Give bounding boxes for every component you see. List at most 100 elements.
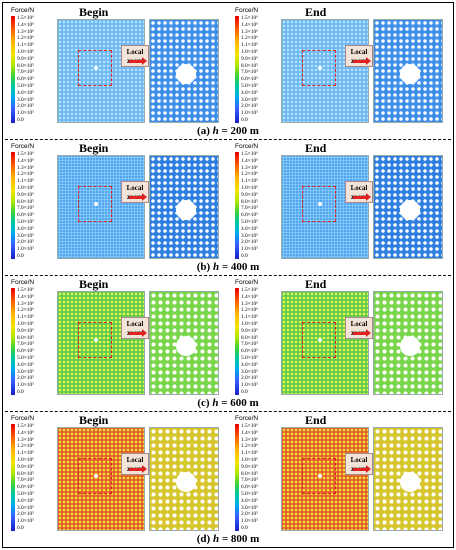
legend-tick: 2.0×10⁵ bbox=[241, 239, 259, 246]
legend-tick: 1.0×10⁶ bbox=[17, 49, 35, 55]
legend-tick: 1.1×10⁶ bbox=[241, 314, 259, 321]
legend-tick: 1.0×10⁵ bbox=[17, 246, 35, 253]
legend-tick: 4.0×10⁵ bbox=[17, 225, 35, 232]
legend-tick: 6.0×10⁵ bbox=[17, 76, 35, 83]
legend-tick: 3.0×10⁵ bbox=[17, 232, 35, 239]
legend-tick: 7.0×10⁵ bbox=[17, 69, 35, 76]
legend-tick: 1.2×10⁶ bbox=[241, 171, 259, 178]
legend-tick: 1.0×10⁵ bbox=[241, 382, 259, 389]
begin-half: Force/N 1.5×10⁶ 1.4×10⁶ 1.3×10⁶ 1.2×10⁶ 1.1×1… bbox=[3, 413, 229, 531]
legend-tick: 1.0×10⁶ bbox=[17, 185, 35, 191]
tunnel-hole-zoomed bbox=[400, 64, 420, 84]
legend-tick: 2.0×10⁵ bbox=[17, 239, 35, 246]
tunnel-hole-zoomed bbox=[400, 472, 420, 492]
legend-tick: 4.0×10⁵ bbox=[17, 361, 35, 368]
legend-tick: 5.0×10⁵ bbox=[241, 355, 259, 361]
legend-tick: 4.0×10⁵ bbox=[241, 225, 259, 232]
tunnel-hole bbox=[318, 66, 322, 70]
legend-tick: 1.0×10⁶ bbox=[241, 457, 259, 463]
legend-tick: 6.0×10⁵ bbox=[17, 212, 35, 219]
begin-title: Begin bbox=[79, 141, 109, 155]
caption-value: = 400 m bbox=[219, 261, 260, 273]
legend-tick: 9.0×10⁵ bbox=[17, 55, 35, 62]
legend-tick: 9.0×10⁵ bbox=[241, 55, 259, 62]
panel-caption: (c) h = 600 m bbox=[3, 397, 453, 409]
force-legend: Force/N 1.5×10⁶ 1.4×10⁶ 1.3×10⁶ 1.2×10⁶ 1.1×1… bbox=[231, 143, 281, 263]
callout-line1: Local bbox=[350, 320, 368, 328]
legend-tick: 3.0×10⁵ bbox=[241, 368, 259, 375]
tunnel-hole bbox=[94, 66, 98, 70]
legend-tick: 1.5×10⁶ bbox=[241, 423, 259, 429]
tunnel-hole-zoomed bbox=[400, 336, 420, 356]
tunnel-hole-zoomed bbox=[176, 472, 196, 492]
legend-tick: 8.0×10⁵ bbox=[17, 62, 35, 69]
legend-tick: 1.4×10⁶ bbox=[17, 21, 35, 28]
legend-tick: 2.0×10⁵ bbox=[241, 511, 259, 518]
legend-tick: 4.0×10⁵ bbox=[17, 89, 35, 96]
force-chain-domain bbox=[281, 291, 369, 395]
legend-tick: 9.0×10⁵ bbox=[241, 191, 259, 198]
caption-prefix: (b) bbox=[196, 261, 213, 273]
zoomed-force-chain bbox=[373, 291, 443, 395]
legend-tick: 1.0×10⁵ bbox=[241, 518, 259, 525]
zoomed-force-chain bbox=[373, 19, 443, 123]
legend-tick: 1.5×10⁶ bbox=[241, 15, 259, 21]
legend-tick: 6.0×10⁵ bbox=[17, 348, 35, 355]
legend-tick: 5.0×10⁵ bbox=[17, 491, 35, 497]
force-legend: Force/N 1.5×10⁶ 1.4×10⁶ 1.3×10⁶ 1.2×10⁶ 1.1×1… bbox=[7, 143, 57, 263]
tunnel-hole bbox=[318, 202, 322, 206]
legend-tick: 6.0×10⁵ bbox=[241, 76, 259, 83]
callout-line1: Local bbox=[126, 320, 144, 328]
colorbar bbox=[11, 288, 15, 395]
begin-half: Force/N 1.5×10⁶ 1.4×10⁶ 1.3×10⁶ 1.2×10⁶ 1.1×1… bbox=[3, 5, 229, 123]
legend-tick: 1.4×10⁶ bbox=[17, 293, 35, 300]
legend-tick: 1.0×10⁶ bbox=[241, 185, 259, 191]
force-legend: Force/N 1.5×10⁶ 1.4×10⁶ 1.3×10⁶ 1.2×10⁶ 1.1×1… bbox=[231, 279, 281, 399]
legend-tick: 8.0×10⁵ bbox=[241, 198, 259, 205]
callout-line1: Local bbox=[126, 184, 144, 192]
legend-tick: 0.0 bbox=[241, 525, 248, 531]
legend-title: Force/N bbox=[11, 415, 35, 422]
zoomed-force-chain bbox=[373, 155, 443, 259]
legend-tick: 9.0×10⁵ bbox=[241, 327, 259, 334]
legend-tick: 2.0×10⁵ bbox=[17, 511, 35, 518]
legend-title: Force/N bbox=[11, 279, 35, 286]
legend-tick: 5.0×10⁵ bbox=[241, 219, 259, 225]
caption-prefix: (c) bbox=[197, 397, 213, 409]
legend-tick: 0.0 bbox=[241, 253, 248, 259]
legend-tick: 8.0×10⁵ bbox=[17, 198, 35, 205]
legend-tick: 4.0×10⁵ bbox=[241, 89, 259, 96]
legend-tick: 1.3×10⁶ bbox=[241, 164, 259, 171]
end-title: End bbox=[305, 5, 327, 19]
force-chain-domain bbox=[281, 155, 369, 259]
colorbar bbox=[235, 424, 239, 531]
legend-tick: 7.0×10⁵ bbox=[17, 205, 35, 212]
legend-title: Force/N bbox=[11, 143, 35, 150]
legend-tick: 3.0×10⁵ bbox=[17, 368, 35, 375]
end-half: Force/N 1.5×10⁶ 1.4×10⁶ 1.3×10⁶ 1.2×10⁶ 1.1×1… bbox=[227, 277, 453, 395]
zoom-arrow bbox=[129, 329, 147, 337]
force-chain-domain bbox=[57, 19, 145, 123]
legend-tick: 3.0×10⁵ bbox=[17, 504, 35, 511]
legend-title: Force/N bbox=[235, 143, 259, 150]
colorbar bbox=[11, 16, 15, 123]
legend-tick: 5.0×10⁵ bbox=[241, 491, 259, 497]
zoomed-force-chain bbox=[149, 427, 219, 531]
legend-tick: 1.0×10⁶ bbox=[17, 457, 35, 463]
legend-tick: 7.0×10⁵ bbox=[241, 69, 259, 76]
local-zoom-region bbox=[78, 186, 112, 222]
callout-line1: Local bbox=[350, 48, 368, 56]
zoomed-force-chain bbox=[149, 291, 219, 395]
tunnel-hole bbox=[94, 474, 98, 478]
legend-tick: 9.0×10⁵ bbox=[17, 327, 35, 334]
legend-tick: 8.0×10⁵ bbox=[241, 470, 259, 477]
local-zoom-region bbox=[78, 50, 112, 86]
callout-line1: Local bbox=[126, 48, 144, 56]
force-chain-domain bbox=[57, 427, 145, 531]
legend-tick: 1.2×10⁶ bbox=[17, 443, 35, 450]
legend-title: Force/N bbox=[11, 7, 35, 14]
colorbar bbox=[235, 288, 239, 395]
legend-tick: 1.1×10⁶ bbox=[17, 314, 35, 321]
caption-value: = 600 m bbox=[218, 397, 259, 409]
tunnel-hole-zoomed bbox=[176, 64, 196, 84]
